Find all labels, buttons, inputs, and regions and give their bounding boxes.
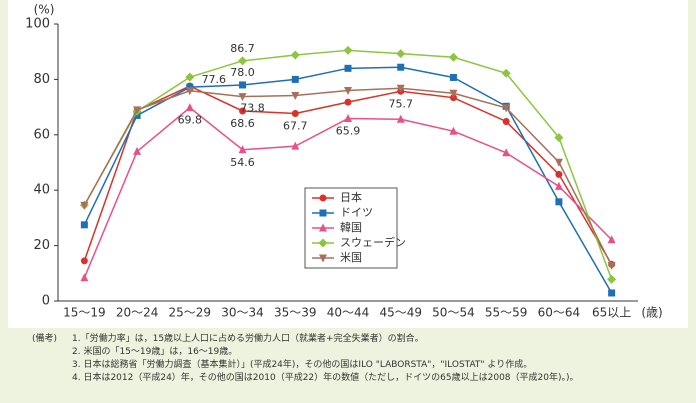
y-tick-label: 60 — [33, 127, 50, 142]
legend-label: スウェーデン — [340, 235, 406, 249]
point — [344, 113, 352, 122]
point — [449, 126, 458, 135]
point — [554, 133, 564, 143]
point — [291, 75, 299, 83]
x-tick-label: 15～19 — [63, 306, 106, 320]
y-tick-label: 40 — [33, 183, 50, 198]
legend-label: 米国 — [340, 251, 362, 264]
x-tick-label: 40～44 — [327, 306, 370, 320]
legend-marker — [318, 238, 328, 248]
point — [133, 146, 142, 155]
point — [555, 198, 563, 206]
point — [449, 73, 457, 81]
data-label: 65.9 — [336, 124, 361, 137]
x-tick-label: 20～24 — [116, 306, 159, 320]
data-label: 67.7 — [283, 119, 308, 132]
x-axis-label: (歳) — [641, 306, 662, 320]
y-tick-label: 80 — [33, 72, 50, 87]
x-tick-label: 50～54 — [432, 306, 475, 320]
data-label: 77.6 — [202, 73, 227, 86]
point — [291, 91, 300, 100]
note: 4. 日本は2012（平成24）年，その他の国は2010（平成22）年の数値（た… — [72, 373, 579, 383]
point — [80, 257, 88, 265]
point — [607, 235, 616, 244]
point — [185, 87, 194, 96]
point — [133, 106, 142, 115]
legend-label: ドイツ — [340, 206, 373, 219]
point — [238, 93, 247, 102]
point — [344, 86, 352, 95]
point — [502, 148, 511, 157]
point — [290, 50, 300, 60]
point — [80, 201, 89, 210]
point — [448, 52, 458, 62]
legend-marker — [319, 209, 327, 217]
point — [554, 158, 563, 167]
data-label: 54.6 — [230, 156, 255, 169]
point — [344, 64, 352, 72]
x-tick-label: 60～64 — [538, 306, 581, 320]
data-label: 68.6 — [230, 117, 255, 130]
point — [396, 114, 405, 123]
notes: (備考) 1.「労働力率」は，15歳以上人口に占める労働力人口（就業者+完全失業者… — [32, 333, 579, 385]
point — [344, 98, 352, 106]
point — [554, 181, 563, 190]
x-tick-label: 45～49 — [379, 306, 422, 320]
point — [80, 221, 88, 229]
x-tick-label: 30～34 — [221, 306, 264, 320]
point — [239, 81, 247, 89]
point — [396, 84, 405, 93]
point — [608, 289, 616, 297]
point — [238, 145, 247, 154]
y-tick-label: 100 — [25, 17, 50, 32]
chart: (%) (歳) 0 20 40 60 80 100 15～19 20～24 25～29 30～34… — [8, 0, 688, 328]
x-tick-label: 55～59 — [485, 306, 528, 320]
point — [502, 118, 510, 126]
x-tick-label: 65以上 — [592, 306, 631, 320]
legend-label: 韓国 — [340, 221, 362, 234]
note-head: (備考) — [32, 334, 58, 344]
y-axis-label: (%) — [34, 3, 55, 17]
data-label: 86.7 — [230, 42, 255, 55]
point — [80, 273, 89, 282]
data-label: 73.8 — [240, 102, 265, 115]
point — [343, 45, 353, 55]
point — [397, 63, 405, 71]
data-label: 69.8 — [178, 114, 203, 127]
point — [607, 274, 617, 284]
point — [185, 72, 195, 82]
point — [291, 109, 299, 117]
data-label: 75.7 — [388, 97, 413, 110]
x-tick-label: 35～39 — [274, 306, 317, 320]
point — [238, 56, 248, 66]
legend-marker — [319, 194, 327, 202]
point — [449, 89, 458, 98]
note-row: (備考) 1.「労働力率」は，15歳以上人口に占める労働力人口（就業者+完全失業者… — [32, 333, 579, 346]
note: 2. 米国の「15～19歳」は，16～19歳。 — [72, 347, 238, 357]
note: 1.「労働力率」は，15歳以上人口に占める労働力人口（就業者+完全失業者）の割合… — [72, 334, 424, 344]
point — [291, 141, 300, 150]
legend-label: 日本 — [340, 190, 362, 204]
y-tick-label: 20 — [33, 238, 50, 253]
point — [239, 107, 247, 115]
point — [186, 83, 194, 91]
point — [185, 103, 194, 112]
point — [501, 68, 511, 78]
note: 3. 日本は総務省「労働力調査（基本集計）」(平成24年)，その他の国はILO … — [72, 360, 533, 370]
data-label: 78.0 — [230, 66, 255, 79]
point — [502, 104, 511, 113]
point — [555, 170, 563, 178]
point — [396, 49, 406, 59]
legend-marker — [319, 254, 327, 263]
x-tick-label: 25～29 — [169, 306, 212, 320]
point — [607, 262, 616, 271]
legend-marker — [319, 223, 327, 232]
y-tick-label: 0 — [42, 294, 50, 309]
